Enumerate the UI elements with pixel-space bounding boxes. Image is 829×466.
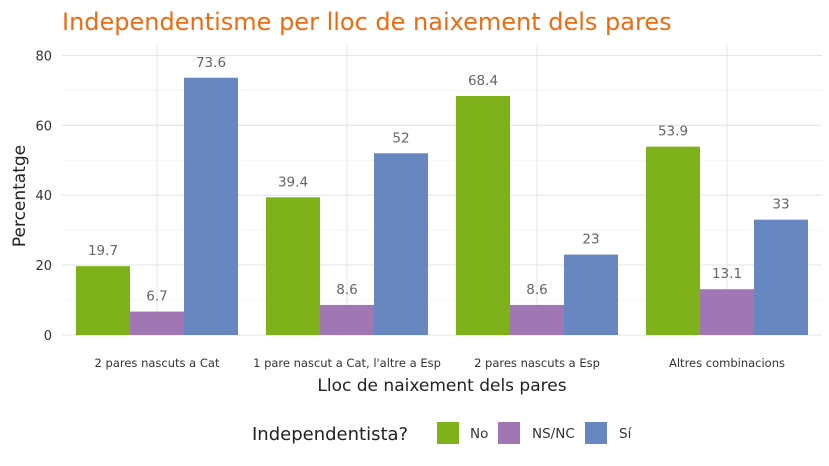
bar-value-label: 73.6 — [196, 55, 226, 71]
bar-value-label: 23 — [582, 232, 599, 248]
legend-key — [498, 422, 520, 444]
bar-value-label: 8.6 — [526, 282, 547, 298]
bar — [266, 197, 320, 335]
x-tick-label: 1 pare nascut a Cat, l'altre a Esp — [253, 356, 441, 370]
legend-title: Independentista? — [252, 424, 408, 445]
bar — [456, 95, 510, 335]
bar — [510, 304, 564, 335]
x-axis: 2 pares nascuts a Cat 1 pare nascut a Cat… — [95, 356, 785, 370]
y-tick-label: 40 — [35, 189, 52, 204]
bar-labels: 19.7 39.4 68.4 53.9 6.7 8.6 8.6 13.1 73.6 52 23 33 — [88, 55, 790, 305]
legend: Independentista? No NS/NC Sí — [252, 422, 633, 445]
legend-label: NS/NC — [532, 426, 575, 442]
y-axis-title: Percentatge — [10, 145, 30, 247]
legend-label: Sí — [619, 426, 633, 442]
bar — [130, 311, 184, 335]
bar-value-label: 33 — [772, 197, 789, 213]
bar — [374, 153, 428, 335]
x-tick-label: 2 pares nascuts a Esp — [474, 356, 600, 370]
bar-value-label: 68.4 — [468, 73, 498, 89]
legend-label: No — [470, 426, 488, 442]
y-tick-label: 20 — [35, 259, 52, 274]
bars — [76, 77, 808, 335]
bar — [646, 146, 700, 335]
y-tick-label: 0 — [44, 329, 52, 344]
y-axis: 0 20 40 60 80 — [35, 49, 52, 344]
bar — [320, 304, 374, 335]
bar-value-label: 6.7 — [146, 289, 167, 305]
bar-value-label: 13.1 — [712, 266, 742, 282]
chart-title: Independentisme per lloc de naixement de… — [62, 8, 672, 36]
x-axis-title: Lloc de naixement dels pares — [317, 376, 566, 396]
y-tick-label: 60 — [35, 119, 52, 134]
legend-key — [585, 422, 607, 444]
x-tick-label: 2 pares nascuts a Cat — [95, 356, 220, 370]
bar-value-label: 39.4 — [278, 174, 308, 190]
bar — [184, 77, 238, 335]
bar — [76, 266, 130, 335]
bar-value-label: 19.7 — [88, 243, 118, 259]
bar-value-label: 53.9 — [658, 124, 688, 140]
x-tick-label: Altres combinacions — [669, 356, 785, 370]
y-tick-label: 80 — [35, 49, 52, 64]
bar-value-label: 52 — [392, 130, 409, 146]
bar-value-label: 8.6 — [336, 282, 357, 298]
bar — [754, 219, 808, 335]
legend-key — [437, 422, 459, 444]
bar — [564, 254, 618, 335]
bar — [700, 289, 754, 335]
